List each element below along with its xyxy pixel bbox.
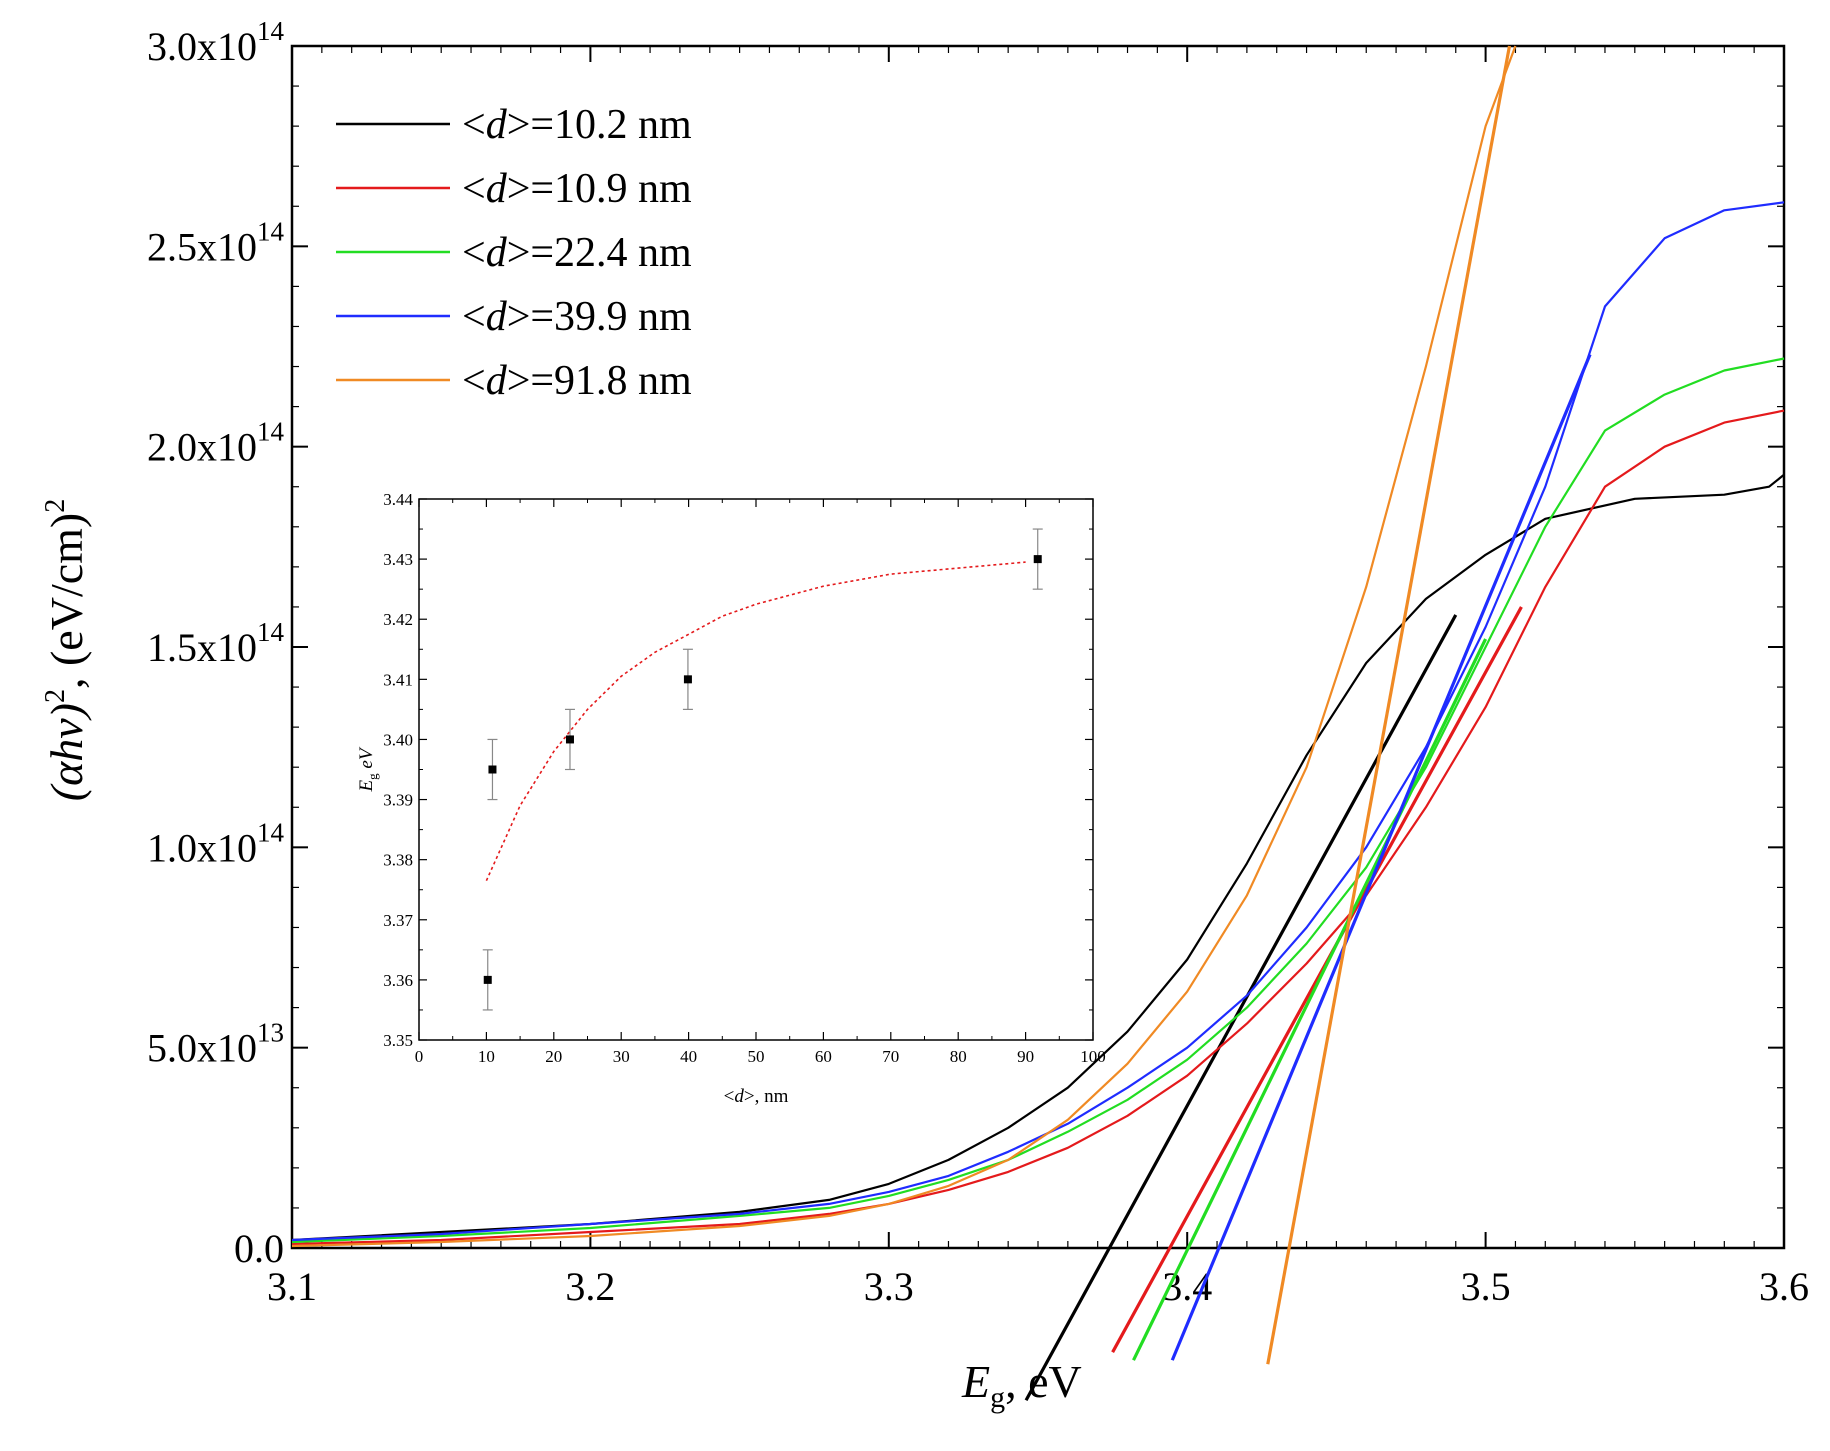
x-tick-label: 3.5 [1461,1264,1511,1309]
x-axis-title-sub: g [990,1381,1005,1414]
inset-x-tick-label: 70 [882,1047,899,1066]
legend-label-2: <d>=10.9 nm [462,166,692,212]
y-axis-title-alpha: αhν [41,718,92,786]
inset-data-point-3 [565,735,574,744]
y-tick-label: 2.0x1014 [147,417,285,470]
inset-y-axis-title-sub: g [365,773,380,780]
series-line-2 [291,409,1785,1246]
inset-background [420,500,1092,1040]
y-tick-label: 3.0x1014 [147,16,285,69]
series-line-1 [291,473,1785,1242]
inset-y-axis-title: Eg eV [356,746,380,792]
inset-axis-ticks: 0 10 20 30 40 50 60 70 80 90 100 3.35 3.36 3.37 3.38 3.… [383,490,1106,1066]
inset-series-group [482,528,1043,1011]
x-tick-label: 3.2 [565,1264,615,1309]
y-tick-label: 0.0 [234,1226,284,1271]
legend-label-5: <d>=91.8 nm [462,358,692,404]
tangent-line-3 [1132,638,1488,1361]
inset-y-axis-title-var: E [356,779,377,792]
inset-y-axis-title-rest: eV [356,746,377,773]
tangent-line-4 [1170,353,1592,1361]
inset-x-axis-title: <d>, nm [724,1086,789,1107]
legend-label-3: <d>=22.4 nm [462,230,692,276]
y-axis-title-close: ) [41,703,92,721]
main-series-group [291,45,1785,1402]
main-axis-ticks: 3.1 3.2 3.3 3.4 3.5 3.60.05.0x10131.0x10141.5… [147,16,1809,1309]
inset-x-tick-label: 80 [950,1047,967,1066]
inset-x-tick-label: 0 [415,1047,424,1066]
inset-y-tick-label: 3.43 [383,550,413,569]
tangent-line-2 [1111,606,1523,1353]
inset-data-point-4 [683,675,692,684]
x-tick-label: 3.6 [1759,1264,1809,1309]
inset-x-tick-label: 20 [545,1047,562,1066]
inset-x-tick-label: 30 [613,1047,630,1066]
inset-y-tick-label: 3.40 [383,730,413,749]
inset-x-axis-title-post: >, nm [744,1086,789,1107]
inset-x-tick-label: 10 [478,1047,495,1066]
y-axis-title-rest: , (eV/cm) [41,513,92,689]
y-tick-label: 1.0x1014 [147,817,285,870]
inset-y-tick-label: 3.37 [383,911,413,930]
legend-label-4: <d>=39.9 nm [462,294,692,340]
y-axis-title-open: ( [41,783,92,801]
y-tick-label: 2.5x1014 [147,216,285,269]
inset-x-tick-label: 50 [748,1047,765,1066]
inset-x-axis-title-pre: < [724,1086,735,1107]
tangent-line-5 [1266,45,1512,1365]
inset-x-tick-label: 90 [1017,1047,1034,1066]
series-line-3 [291,357,1785,1244]
inset-x-tick-label: 40 [680,1047,697,1066]
inset-fit-curve [485,561,1026,882]
inset-y-tick-label: 3.44 [383,490,413,509]
inset-y-tick-label: 3.35 [383,1031,413,1050]
x-axis-title-var: E [961,1356,990,1407]
y-tick-label: 1.5x1014 [147,617,285,670]
inset-data-point-5 [1033,555,1042,564]
y-axis-title-sup2: 2 [40,499,71,513]
x-tick-label: 3.3 [864,1264,914,1309]
legend-label-1: <d>=10.2 nm [462,102,692,148]
series-line-5 [291,45,1517,1248]
x-tick-label: 3.1 [267,1264,317,1309]
inset-data-point-1 [483,975,492,984]
y-axis-title-sup1: 2 [40,689,71,703]
inset-x-tick-label: 60 [815,1047,832,1066]
inset-x-axis-title-var: d [734,1086,744,1107]
inset-x-tick-label: 100 [1080,1047,1106,1066]
inset-y-tick-label: 3.42 [383,610,413,629]
inset-y-tick-label: 3.38 [383,851,413,870]
x-axis-title: Eg, eV [961,1356,1082,1414]
x-axis-title-rest: , eV [1005,1356,1082,1407]
tangent-line-1 [1024,614,1458,1402]
y-axis-title: (αhν)2, (eV/cm)2 [40,499,92,801]
y-tick-label: 5.0x1013 [147,1018,284,1071]
inset-y-tick-label: 3.36 [383,971,413,990]
legend: <d>=10.2 nm <d>=10.9 nm <d>=22.4 nm <d>=39.… [336,102,692,404]
inset-y-tick-label: 3.39 [383,791,413,810]
inset-y-tick-label: 3.41 [383,670,413,689]
inset-data-point-2 [488,765,497,774]
